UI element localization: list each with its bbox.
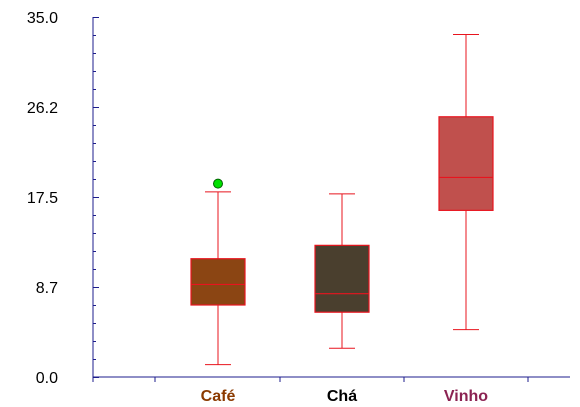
y-tick-label: 35.0 <box>27 10 58 27</box>
y-tick-label: 0.0 <box>36 370 58 387</box>
iqr-box <box>190 258 246 306</box>
category-label: Café <box>201 388 236 405</box>
outlier-point <box>213 178 223 189</box>
box-3 <box>438 33 494 331</box>
y-ticks: 0.0 8.7 17.5 26.2 35.0 <box>27 10 99 387</box>
iqr-box <box>438 116 494 211</box>
box-2 <box>314 193 370 349</box>
axes <box>92 17 570 382</box>
category-label: Chá <box>327 388 357 405</box>
y-tick-label: 26.2 <box>27 100 58 117</box>
labels: Café Chá Vinho <box>201 388 489 405</box>
y-tick-label: 8.7 <box>36 280 58 297</box>
boxes <box>190 33 494 366</box>
category-label: Vinho <box>444 388 488 405</box>
box-1 <box>190 178 246 366</box>
y-tick-label: 17.5 <box>27 190 58 207</box>
iqr-box <box>314 244 370 313</box>
